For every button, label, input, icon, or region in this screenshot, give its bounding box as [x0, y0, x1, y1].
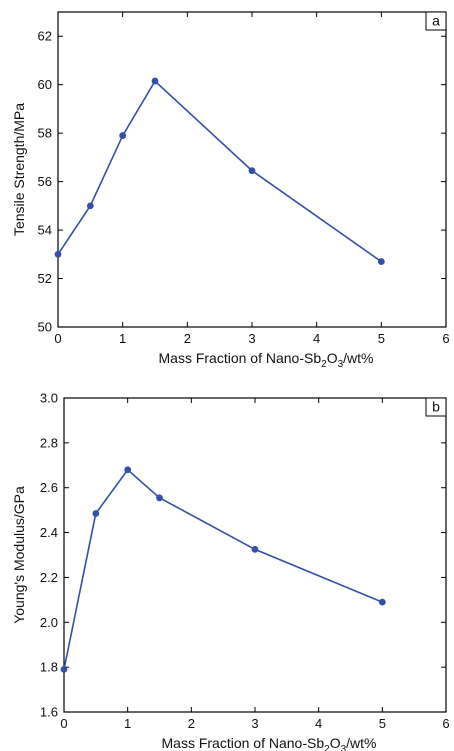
data-point — [119, 132, 127, 139]
x-tick-label: 2 — [188, 716, 195, 731]
data-point — [156, 494, 163, 502]
plot-frame — [63, 397, 447, 713]
data-point — [54, 250, 62, 258]
data-point — [151, 77, 159, 85]
y-tick-label: 2.6 — [40, 480, 58, 495]
y-tick-label: 2.8 — [40, 435, 58, 450]
y-tick-label: 62 — [38, 29, 52, 44]
data-point — [86, 202, 94, 210]
panel-label: a — [432, 13, 440, 29]
y-tick-label: 1.8 — [40, 660, 58, 675]
x-tick-label: 6 — [442, 331, 449, 346]
y-tick-label: 56 — [38, 174, 52, 189]
y-axis-title: Young's Modulus/GPa — [11, 486, 27, 624]
data-point — [60, 665, 68, 673]
y-tick-label: 58 — [38, 126, 52, 141]
y-tick-label: 2.0 — [40, 615, 58, 630]
series-line — [63, 468, 383, 670]
x-tick-label: 0 — [60, 716, 67, 731]
x-tick-label: 2 — [184, 331, 191, 346]
x-tick-label: 1 — [119, 331, 126, 346]
data-point — [251, 545, 259, 553]
panel-label-box — [425, 397, 447, 417]
x-tick-label: 3 — [248, 331, 255, 346]
y-tick-label: 50 — [38, 320, 52, 335]
data-point — [377, 258, 385, 265]
series-line — [57, 79, 382, 263]
y-tick-label: 3.0 — [40, 391, 58, 406]
y-tick-label: 60 — [38, 77, 52, 92]
data-point — [378, 598, 386, 606]
x-tick-label: 5 — [379, 716, 386, 731]
data-point — [124, 466, 132, 474]
panel-label: b — [432, 399, 440, 415]
x-tick-label: 6 — [442, 716, 449, 731]
y-tick-label: 1.6 — [40, 705, 58, 720]
y-tick-label: 54 — [38, 223, 52, 238]
data-point — [92, 510, 100, 517]
x-tick-label: 0 — [54, 331, 61, 346]
x-tick-label: 5 — [378, 331, 385, 346]
data-point — [248, 167, 256, 175]
y-tick-label: 2.2 — [40, 570, 58, 585]
x-axis-title: Mass Fraction of Nano-Sb2O3/wt% — [159, 350, 374, 370]
y-tick-label: 2.4 — [40, 525, 58, 540]
x-tick-label: 4 — [313, 331, 320, 346]
x-tick-label: 4 — [315, 716, 322, 731]
panel-label-box — [425, 11, 447, 31]
chart-panel-b: 0 1 2 3 4 5 6 1.6 1.8 2.0 2.2 2.4 2.6 2.8 3.0 Mass Frac… — [11, 391, 450, 751]
x-axis-title: Mass Fraction of Nano-Sb2O3/wt% — [162, 735, 377, 751]
x-tick-label: 1 — [124, 716, 131, 731]
y-axis-title: Tensile Strength/MPa — [11, 103, 27, 236]
y-tick-label: 52 — [38, 271, 52, 286]
x-tick-label: 3 — [251, 716, 258, 731]
